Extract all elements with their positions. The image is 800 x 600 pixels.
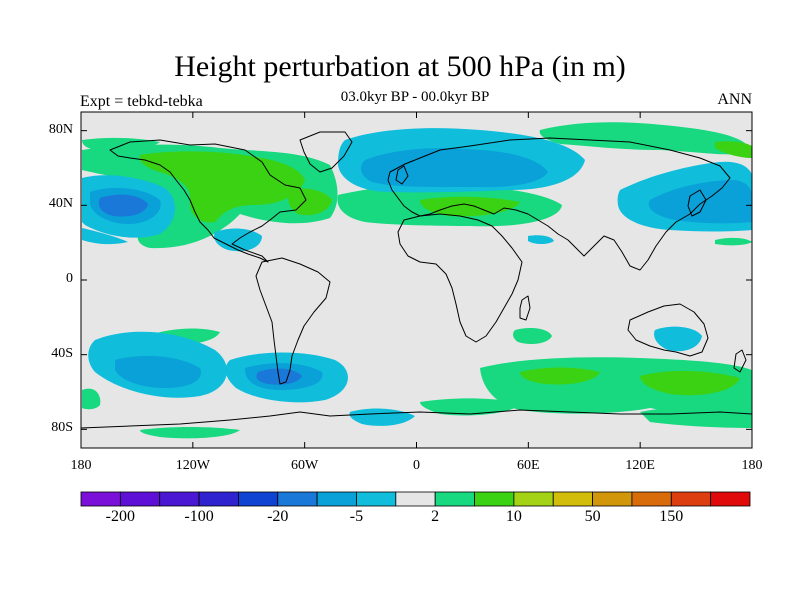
colorbar-swatch xyxy=(198,491,239,507)
contour-strong-negative-north-atlantic xyxy=(360,148,548,188)
coastline-antarctica xyxy=(81,409,752,429)
y-tick-label: 0 xyxy=(66,271,73,286)
colorbar-label: -200 xyxy=(105,508,135,525)
coastline-europe-asia xyxy=(387,137,731,271)
colorbar-swatch xyxy=(119,491,161,507)
contour-positive-south-indian-tail xyxy=(640,405,752,428)
season-label: ANN xyxy=(717,91,752,108)
x-tick-label: 60E xyxy=(517,458,540,473)
x-tick-label: 180 xyxy=(741,458,763,473)
map-title: Height perturbation at 500 hPa (in m) xyxy=(174,50,626,83)
contour-strong-positive-europe xyxy=(420,196,520,217)
x-tick-label: 120E xyxy=(625,458,655,473)
y-tick-label: 40S xyxy=(51,345,73,361)
experiment-label: Expt = tebkd-tebka xyxy=(80,93,203,110)
contour-strong-positive-arctic xyxy=(715,141,752,158)
y-tick-label: 80N xyxy=(48,121,73,137)
contour-strong-negative-south-pacific xyxy=(115,355,201,388)
colorbar-swatch xyxy=(395,491,436,507)
colorbar-swatch xyxy=(513,491,554,507)
colorbar-label: -5 xyxy=(349,508,364,525)
colorbar-swatch xyxy=(710,491,751,507)
colorbar-label: 50 xyxy=(584,508,601,525)
y-tick-label: 40N xyxy=(48,196,73,212)
contour-positive-arctic-east xyxy=(539,122,752,155)
x-tick-label: 180 xyxy=(70,458,92,473)
coastline-british-isles xyxy=(395,165,409,185)
coastlines xyxy=(81,131,752,429)
contour-positive-tropics-east xyxy=(715,237,752,246)
x-tick-label: 60W xyxy=(291,458,319,473)
coastline-australia xyxy=(627,303,709,357)
coastline-greenland xyxy=(299,131,353,173)
colorbar-swatch xyxy=(356,491,397,507)
contour-positive-antarctic-coast xyxy=(420,398,522,416)
contour-negative-north-pacific-east-strip xyxy=(82,228,128,245)
colorbar-label: 10 xyxy=(505,508,522,525)
contour-strong-positive-atlantic xyxy=(288,188,332,216)
colorbar-label: 2 xyxy=(431,508,440,525)
x-tick-label: 0 xyxy=(413,458,420,473)
colorbar-label: 150 xyxy=(659,508,684,525)
colorbar-swatch xyxy=(592,491,633,507)
contour-fields xyxy=(82,122,752,439)
colorbar-swatch xyxy=(670,491,712,507)
colorbar-label: -20 xyxy=(267,508,289,525)
coastline-japan xyxy=(687,189,707,217)
coastline-new-zealand xyxy=(733,349,747,373)
coastline-madagascar xyxy=(519,295,531,321)
colorbar-swatch xyxy=(159,491,200,507)
coastline-north-america xyxy=(109,139,307,263)
colorbar-swatch xyxy=(474,491,515,507)
contour-peak-negative-north-pacific xyxy=(98,194,148,217)
colorbar-swatch xyxy=(316,491,357,507)
colorbar-swatch xyxy=(434,491,475,507)
axis-ticks xyxy=(80,112,753,448)
map-subtitle: 03.0kyr BP - 00.0kyr BP xyxy=(340,89,490,105)
contour-strong-positive-south-indian xyxy=(520,367,600,385)
colorbar xyxy=(80,491,751,507)
contour-strong-positive-australia-south xyxy=(640,370,740,396)
colorbar-label: -100 xyxy=(184,508,214,525)
contour-positive-antarctic-west xyxy=(140,427,240,439)
colorbar-swatch xyxy=(238,491,279,507)
colorbar-swatch xyxy=(552,491,593,507)
x-tick-label: 120W xyxy=(175,458,210,473)
contour-negative-arabian xyxy=(528,235,554,244)
colorbar-swatch xyxy=(277,491,318,507)
contour-strong-positive-north-america xyxy=(139,151,305,223)
contour-positive-southwest xyxy=(82,388,101,410)
contour-strong-negative-north-pacific-west xyxy=(648,180,752,224)
y-tick-label: 80S xyxy=(51,420,73,436)
colorbar-swatch xyxy=(80,491,121,507)
coastline-africa xyxy=(397,213,523,343)
contour-positive-south-atlantic xyxy=(513,328,552,344)
colorbar-swatch xyxy=(631,491,672,507)
coastline-south-america xyxy=(255,257,331,385)
contour-negative-australia xyxy=(654,326,702,352)
